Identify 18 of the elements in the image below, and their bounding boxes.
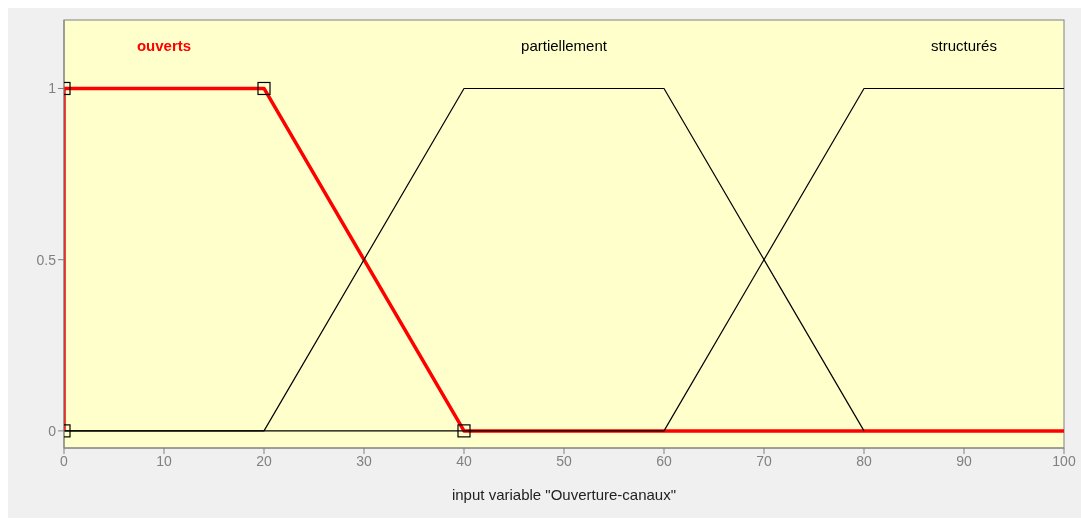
y-tick-label: 0.5: [36, 251, 57, 268]
text: ouverts: [136, 37, 192, 55]
x-tick-label: 50: [556, 452, 572, 469]
x-tick-label: 40: [456, 452, 472, 469]
text: structurés: [931, 37, 997, 55]
y-tick-label: 1: [48, 80, 57, 97]
x-tick-label: 90: [956, 452, 972, 469]
x-tick-label: 0: [60, 452, 69, 469]
y-tick-label: 0: [48, 422, 57, 439]
x-tick-label: 100: [1052, 452, 1076, 469]
x-tick-label: 70: [756, 452, 772, 469]
x-axis-title: input variable "Ouverture-canaux": [451, 486, 677, 503]
x-tick-label: 60: [656, 452, 672, 469]
x-tick-label: 80: [856, 452, 872, 469]
x-tick-label: 20: [256, 452, 272, 469]
text: partiellement: [521, 37, 608, 55]
x-tick-label: 10: [156, 452, 172, 469]
x-tick-label: 30: [356, 452, 372, 469]
